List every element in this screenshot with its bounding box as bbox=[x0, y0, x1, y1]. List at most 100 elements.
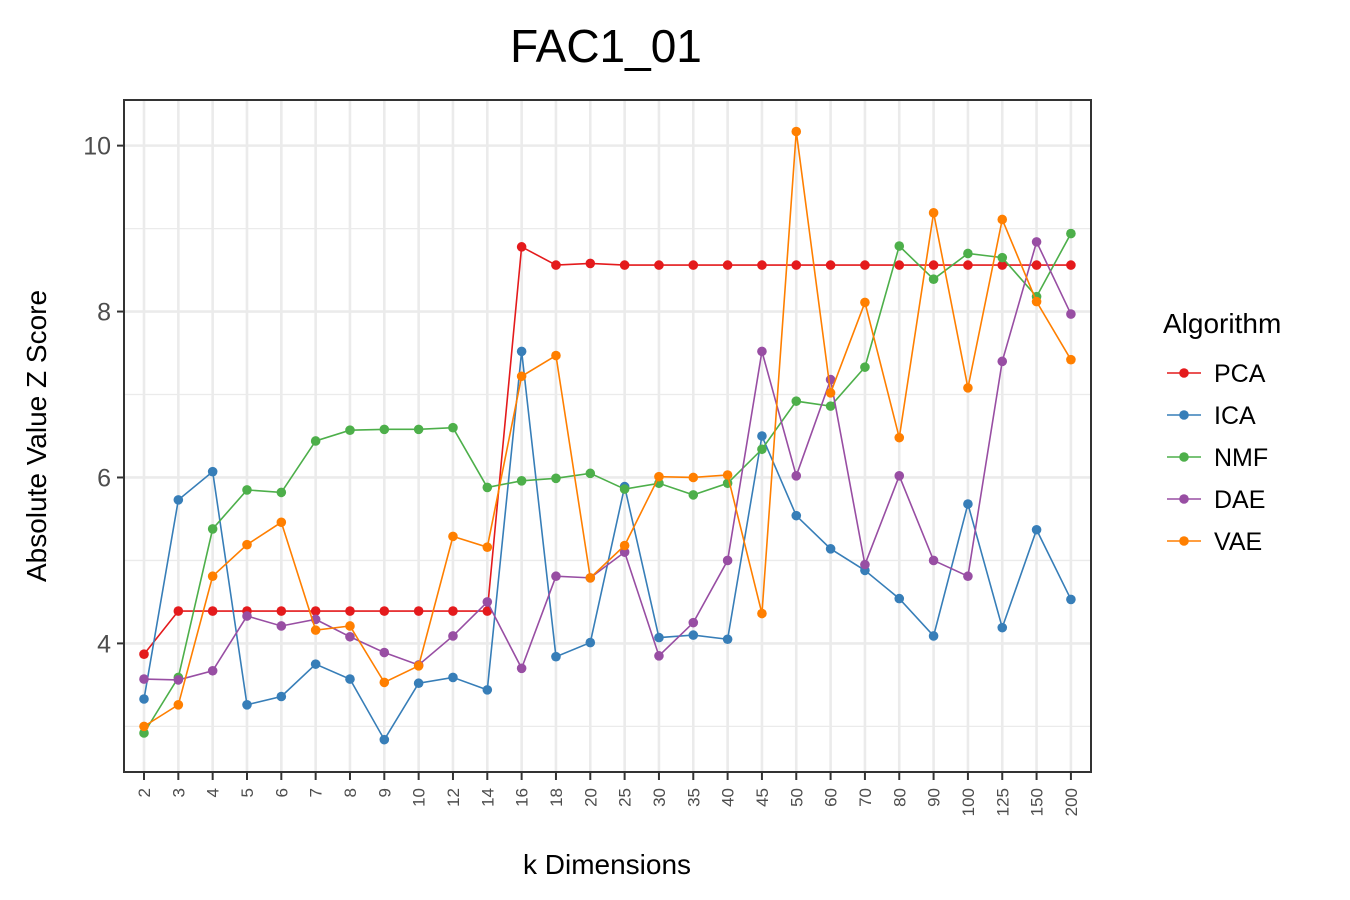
data-point-nmf bbox=[894, 241, 905, 251]
data-point-nmf bbox=[1066, 228, 1076, 239]
legend: Algorithm PCA ICA NMF DAE VAE bbox=[1163, 308, 1281, 556]
x-tick-label: 7 bbox=[307, 788, 326, 797]
series-nmf bbox=[139, 228, 1076, 738]
data-point-nmf bbox=[619, 484, 630, 494]
x-tick-label: 3 bbox=[169, 788, 188, 797]
data-point-ica bbox=[173, 495, 184, 505]
data-point-vae bbox=[619, 540, 630, 551]
data-point-dae bbox=[619, 547, 630, 557]
legend-key-point bbox=[1179, 452, 1189, 462]
legend-key-point bbox=[1179, 368, 1189, 378]
data-point-dae bbox=[242, 611, 252, 621]
data-point-ica bbox=[757, 431, 767, 441]
data-point-nmf bbox=[963, 248, 973, 259]
data-point-ica bbox=[379, 734, 390, 745]
data-point-pca bbox=[1066, 260, 1076, 270]
data-point-nmf bbox=[585, 468, 596, 479]
data-point-dae bbox=[139, 674, 149, 684]
series-line-pca bbox=[143, 245, 1071, 655]
data-point-pca bbox=[516, 242, 527, 252]
data-point-pca bbox=[276, 606, 287, 616]
data-point-pca bbox=[310, 606, 321, 616]
legend-key-point bbox=[1179, 410, 1189, 420]
data-point-pca bbox=[757, 260, 767, 270]
data-point-pca bbox=[448, 606, 458, 616]
data-point-pca bbox=[928, 260, 939, 270]
data-point-vae bbox=[1066, 354, 1076, 365]
data-point-vae bbox=[928, 208, 939, 218]
legend-label: PCA bbox=[1214, 360, 1266, 388]
data-point-dae bbox=[688, 617, 699, 628]
data-point-nmf bbox=[139, 728, 149, 738]
data-point-nmf bbox=[379, 424, 390, 435]
legend-label: NMF bbox=[1214, 444, 1268, 472]
data-point-vae bbox=[379, 677, 390, 688]
data-point-dae bbox=[1066, 309, 1076, 319]
legend-label: VAE bbox=[1214, 528, 1262, 556]
data-point-pca bbox=[894, 260, 905, 270]
data-point-vae bbox=[825, 388, 836, 398]
legend-key-point bbox=[1179, 536, 1189, 546]
data-point-vae bbox=[276, 517, 287, 528]
plot-border bbox=[123, 99, 1092, 773]
data-point-vae bbox=[242, 539, 252, 550]
data-point-ica bbox=[310, 659, 321, 669]
data-point-dae bbox=[173, 675, 184, 685]
data-point-ica bbox=[654, 632, 664, 643]
legend-key-point bbox=[1179, 494, 1189, 504]
series-vae bbox=[139, 126, 1076, 732]
data-point-dae bbox=[551, 571, 561, 582]
x-tick-label: 30 bbox=[650, 788, 669, 807]
data-point-pca bbox=[345, 606, 355, 616]
data-point-nmf bbox=[207, 524, 218, 534]
data-point-ica bbox=[963, 499, 973, 509]
data-point-pca bbox=[619, 260, 630, 270]
data-point-dae bbox=[345, 631, 355, 642]
data-point-pca bbox=[722, 260, 733, 270]
data-point-dae bbox=[928, 555, 939, 566]
data-point-nmf bbox=[860, 362, 870, 372]
data-point-dae bbox=[448, 631, 458, 641]
series-pca bbox=[139, 242, 1076, 659]
data-point-ica bbox=[688, 630, 699, 640]
data-point-vae bbox=[551, 350, 561, 361]
data-point-vae bbox=[722, 470, 733, 480]
data-point-vae bbox=[1031, 296, 1042, 307]
series-dae bbox=[139, 237, 1076, 685]
x-tick-label: 9 bbox=[375, 788, 394, 797]
data-point-pca bbox=[825, 260, 836, 270]
series-line-nmf bbox=[143, 233, 1072, 734]
data-point-ica bbox=[207, 466, 218, 477]
data-point-ica bbox=[345, 674, 355, 684]
x-tick-label: 5 bbox=[238, 788, 257, 797]
legend-title: Algorithm bbox=[1163, 308, 1281, 339]
data-point-pca bbox=[997, 260, 1008, 270]
y-tick-label: 10 bbox=[83, 133, 111, 161]
data-point-nmf bbox=[825, 401, 836, 411]
data-point-dae bbox=[894, 471, 905, 481]
data-point-ica bbox=[585, 637, 596, 648]
data-point-ica bbox=[894, 593, 905, 604]
x-tick-label: 20 bbox=[581, 788, 600, 807]
data-point-dae bbox=[482, 597, 493, 607]
x-tick-label: 40 bbox=[719, 788, 738, 807]
data-point-vae bbox=[963, 383, 973, 393]
data-point-pca bbox=[1031, 260, 1042, 270]
data-point-ica bbox=[1066, 594, 1076, 605]
data-point-dae bbox=[757, 346, 767, 357]
data-point-vae bbox=[654, 471, 664, 482]
data-point-nmf bbox=[242, 485, 252, 495]
data-point-vae bbox=[139, 721, 149, 732]
grid-major bbox=[124, 100, 1091, 772]
x-tick-label: 60 bbox=[822, 788, 841, 807]
data-point-pca bbox=[173, 606, 184, 616]
legend-item-dae: DAE bbox=[1167, 486, 1265, 514]
data-point-vae bbox=[997, 214, 1008, 225]
data-point-vae bbox=[207, 571, 218, 582]
data-point-pca bbox=[585, 258, 596, 269]
data-point-pca bbox=[963, 260, 973, 270]
legend-label: ICA bbox=[1214, 402, 1256, 430]
data-point-vae bbox=[413, 661, 424, 671]
x-tick-label: 2 bbox=[135, 788, 154, 797]
